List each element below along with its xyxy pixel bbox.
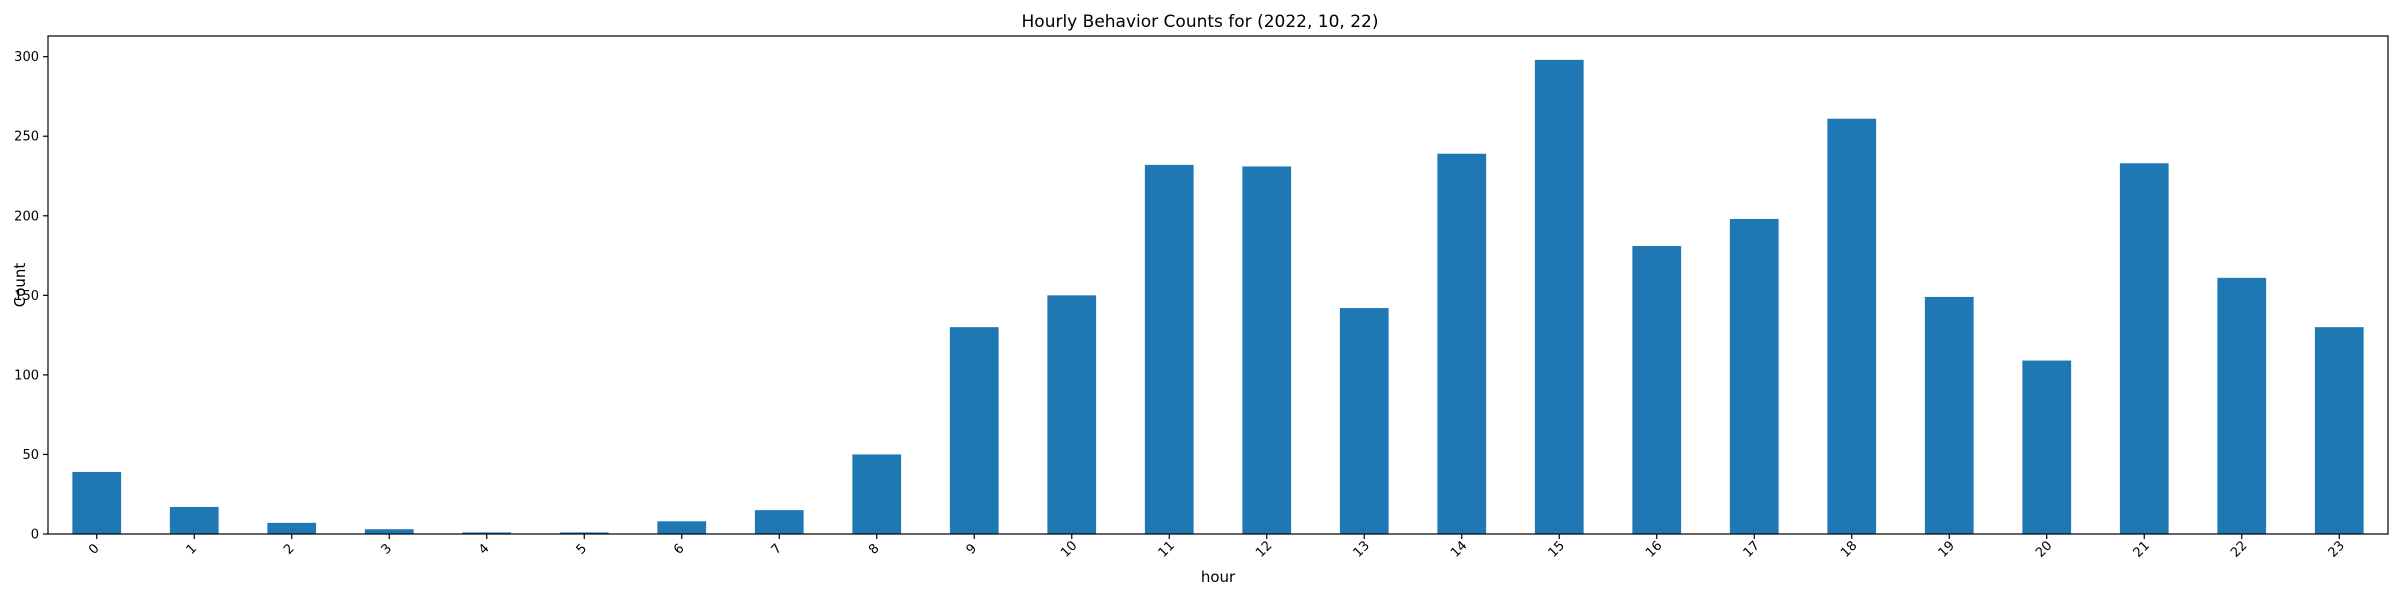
x-tick-label: 6 <box>671 541 687 557</box>
y-tick-label: 100 <box>14 368 39 383</box>
bar-hour-16 <box>1632 246 1682 534</box>
x-tick-label: 19 <box>1936 538 1958 560</box>
y-tick-label: 0 <box>31 528 39 543</box>
x-tick-label: 20 <box>2033 538 2055 560</box>
bar-hour-20 <box>2022 360 2072 534</box>
x-tick-label: 22 <box>2228 538 2250 560</box>
bar-hour-8 <box>852 454 902 534</box>
x-tick-label: 5 <box>574 541 590 557</box>
x-tick-label: 10 <box>1058 538 1080 560</box>
y-axis-label: Count <box>11 263 29 308</box>
bars-group <box>72 59 2364 534</box>
x-tick-label: 16 <box>1643 538 1665 560</box>
x-tick-label: 1 <box>184 541 200 557</box>
bar-hour-6 <box>657 521 707 534</box>
x-tick-label: 12 <box>1253 538 1275 560</box>
chart-title: Hourly Behavior Counts for (2022, 10, 22… <box>1022 12 1379 32</box>
bar-hour-4 <box>462 532 512 534</box>
x-tick-label: 13 <box>1351 538 1373 560</box>
x-tick-label: 9 <box>964 541 980 557</box>
bar-hour-12 <box>1242 166 1292 534</box>
x-tick-label: 15 <box>1546 538 1568 560</box>
bar-hour-14 <box>1437 153 1487 534</box>
bar-hour-22 <box>2217 277 2267 534</box>
bar-hour-13 <box>1339 308 1389 534</box>
x-tick-label: 8 <box>866 541 882 557</box>
bar-hour-11 <box>1144 164 1194 534</box>
y-tick-label: 250 <box>14 130 39 145</box>
x-tick-label: 11 <box>1156 538 1178 560</box>
x-tick-label: 21 <box>2131 538 2153 560</box>
y-tick-label: 150 <box>14 289 39 304</box>
y-tick-label: 200 <box>14 209 39 224</box>
plot-frame <box>47 35 2389 535</box>
bar-hour-7 <box>754 510 804 534</box>
y-tick-label: 300 <box>14 50 39 65</box>
bar-hour-9 <box>949 327 999 534</box>
x-tick-label: 17 <box>1741 538 1763 560</box>
bar-hour-1 <box>169 506 219 534</box>
y-axis: 0 50 100 150 200 250 300 <box>14 50 48 543</box>
bar-hour-17 <box>1729 218 1779 534</box>
bar-hour-10 <box>1047 295 1097 534</box>
bar-hour-15 <box>1534 59 1584 534</box>
bar-hour-23 <box>2314 327 2364 534</box>
bar-hour-0 <box>72 471 122 534</box>
bar-hour-3 <box>364 529 414 534</box>
x-tick-label: 14 <box>1448 538 1470 560</box>
bar-hour-5 <box>559 532 609 534</box>
bar-hour-21 <box>2119 163 2169 534</box>
x-tick-label: 7 <box>769 541 785 557</box>
bar-hour-19 <box>1924 296 1974 534</box>
bar-hour-2 <box>267 522 317 534</box>
x-axis: 0 1 2 3 4 5 6 7 8 9 10 11 12 13 14 15 16 17 18 19 20 21 22 23 <box>86 534 2348 561</box>
bar-hour-18 <box>1827 118 1877 534</box>
x-tick-label: 3 <box>379 541 395 557</box>
x-tick-label: 18 <box>1838 538 1860 560</box>
x-tick-label: 4 <box>476 541 492 557</box>
x-tick-label: 23 <box>2326 538 2348 560</box>
y-tick-label: 50 <box>22 448 39 463</box>
x-tick-label: 0 <box>86 541 102 557</box>
x-axis-label: hour <box>1201 568 1236 586</box>
x-tick-label: 2 <box>281 541 297 557</box>
